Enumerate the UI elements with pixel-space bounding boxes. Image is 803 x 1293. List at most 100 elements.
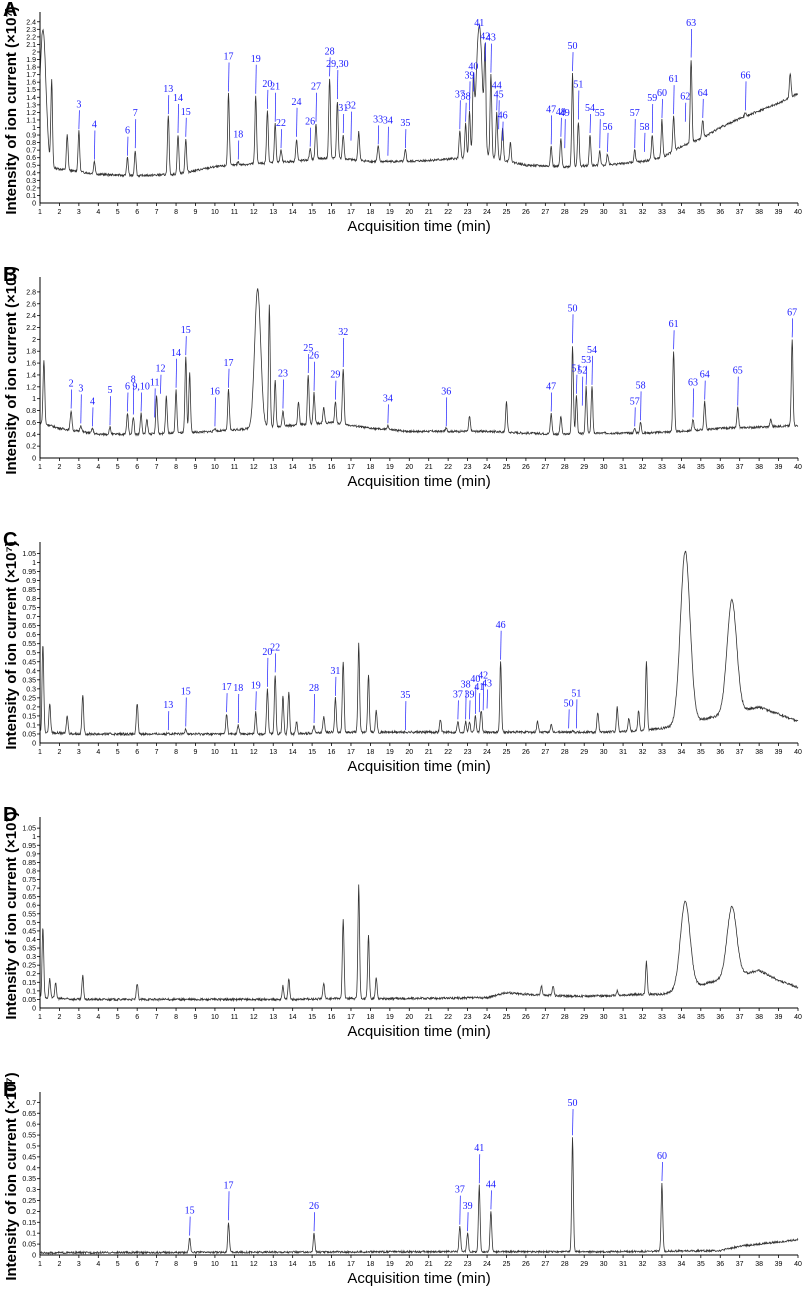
peak-leader-line	[185, 336, 187, 356]
x-tick-label: 38	[755, 209, 763, 216]
peak-leader-line	[467, 1212, 469, 1232]
peak-label: 39	[465, 70, 475, 81]
y-tick-label: 1.8	[26, 349, 36, 356]
x-tick-label: 37	[736, 464, 744, 471]
peak-leader-line	[342, 338, 345, 368]
peak-leader-line	[307, 353, 310, 373]
x-tick-label: 23	[464, 749, 472, 756]
peak-leader-line	[644, 132, 646, 152]
y-tick-label: 0.55	[22, 1133, 36, 1140]
peak-leader-line	[475, 684, 477, 714]
peak-label: 17	[224, 1180, 234, 1191]
peak-label: 15	[181, 325, 191, 336]
peak-leader-line	[661, 98, 663, 118]
x-tick-label: 19	[386, 1261, 394, 1268]
peak-leader-line	[228, 368, 230, 388]
x-tick-label: 34	[677, 749, 685, 756]
x-tick-label: 4	[96, 749, 100, 756]
y-tick-label: 0.55	[22, 641, 36, 648]
x-tick-label: 21	[425, 464, 433, 471]
peak-label: 26	[309, 351, 319, 362]
y-tick-label: 0.4	[26, 668, 36, 675]
y-tick-label: 0.4	[26, 937, 36, 944]
y-tick-label: 0.3	[26, 686, 36, 693]
x-tick-label: 34	[677, 1014, 685, 1021]
peak-leader-line	[177, 104, 179, 134]
x-tick-label: 7	[155, 209, 159, 216]
x-tick-label: 4	[96, 209, 100, 216]
x-tick-label: 13	[269, 464, 277, 471]
peak-label: 45	[494, 89, 504, 100]
peak-label: 18	[233, 683, 243, 694]
peak-label: 23	[278, 369, 288, 380]
peak-leader-line	[572, 314, 574, 344]
peak-leader-line	[651, 104, 654, 134]
peak-leader-line	[94, 130, 96, 160]
peak-leader-line	[564, 119, 566, 149]
x-tick-label: 19	[386, 464, 394, 471]
x-tick-label: 19	[386, 209, 394, 216]
y-tick-label: 0.25	[22, 963, 36, 970]
x-tick-label: 2	[57, 464, 61, 471]
peak-label: 12	[156, 364, 166, 375]
x-tick-label: 8	[174, 209, 178, 216]
x-tick-label: 5	[116, 749, 120, 756]
peak-leader-line	[585, 365, 587, 385]
peak-leader-line	[160, 374, 162, 394]
peak-leader-line	[459, 100, 461, 130]
peak-label: 31	[338, 103, 348, 114]
x-tick-label: 18	[367, 749, 375, 756]
x-tick-label: 7	[155, 464, 159, 471]
y-tick-label: 0.3	[26, 954, 36, 961]
y-tick-label: 0.75	[22, 605, 36, 612]
peak-leader-line	[335, 380, 337, 400]
y-tick-label: 2.1	[26, 42, 36, 49]
peak-label: 38	[461, 679, 471, 690]
x-tick-label: 5	[116, 1261, 120, 1268]
peak-leader-line	[634, 407, 636, 427]
y-tick-label: 0.45	[22, 659, 36, 666]
x-tick-label: 16	[328, 749, 336, 756]
peak-leader-line	[490, 1190, 492, 1210]
y-tick-label: 0.05	[22, 997, 36, 1004]
peak-leader-line	[568, 709, 570, 729]
peak-label: 13	[163, 84, 173, 95]
y-axis-label: Intensity of ion current (×10⁷)	[3, 541, 20, 749]
peak-leader-line	[185, 697, 187, 727]
x-tick-label: 1	[38, 1014, 42, 1021]
peak-label: 60	[657, 1151, 667, 1162]
x-tick-label: 3	[77, 464, 81, 471]
y-tick-label: 0.85	[22, 587, 36, 594]
x-tick-label: 16	[328, 1014, 336, 1021]
peak-leader-line	[127, 392, 129, 412]
x-tick-label: 21	[425, 1261, 433, 1268]
x-tick-label: 35	[697, 464, 705, 471]
peak-leader-line	[282, 379, 284, 409]
peak-label: 3	[78, 383, 83, 394]
peak-label: 43	[486, 33, 496, 44]
peak-leader-line	[226, 693, 228, 713]
peak-label: 47	[546, 104, 556, 115]
x-tick-label: 23	[464, 209, 472, 216]
peak-label: 61	[669, 74, 679, 85]
panel-letter: B	[3, 264, 17, 286]
y-tick-label: 0	[32, 741, 36, 748]
x-tick-label: 36	[716, 749, 724, 756]
x-tick-label: 8	[174, 464, 178, 471]
x-tick-label: 5	[116, 464, 120, 471]
peak-label: 39	[465, 689, 475, 700]
y-axis-label: Intensity of ion current (×10⁷)	[3, 1072, 20, 1280]
y-tick-label: 1.3	[26, 102, 36, 109]
peak-label: 22	[270, 642, 280, 653]
x-tick-label: 18	[367, 209, 375, 216]
x-tick-label: 36	[716, 1261, 724, 1268]
peak-label: 16	[210, 386, 220, 397]
x-tick-label: 3	[77, 1014, 81, 1021]
x-tick-label: 10	[211, 1014, 219, 1021]
x-tick-label: 33	[658, 1014, 666, 1021]
peak-leader-line	[228, 62, 230, 92]
y-tick-label: 0.2	[26, 971, 36, 978]
peak-label: 20	[262, 647, 272, 658]
peak-leader-line	[387, 404, 389, 424]
